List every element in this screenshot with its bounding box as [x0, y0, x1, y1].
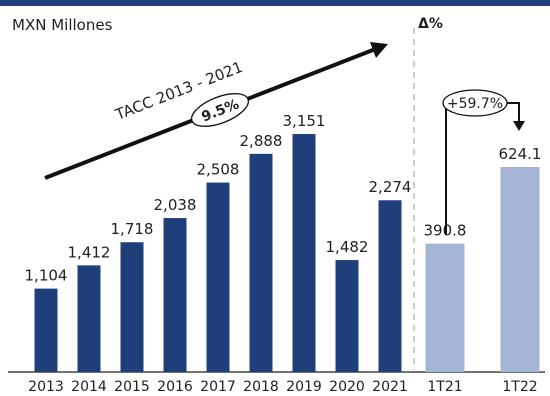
cagr-oval — [191, 93, 249, 127]
top-rule — [0, 0, 550, 6]
value-label-2015: 1,718 — [111, 220, 154, 238]
category-label-1T22: 1T22 — [502, 379, 537, 395]
category-label-2014: 2014 — [71, 379, 107, 395]
category-label-2013: 2013 — [28, 379, 64, 395]
value-label-1T22: 624.1 — [499, 145, 542, 163]
category-label-2016: 2016 — [157, 379, 193, 395]
cagr-arrowhead — [370, 42, 388, 58]
bar-2015 — [120, 242, 144, 372]
unit-label: MXN Millones — [12, 16, 113, 34]
value-label-2017: 2,508 — [197, 161, 240, 179]
value-label-2014: 1,412 — [68, 243, 111, 261]
value-label-2018: 2,888 — [240, 132, 283, 150]
category-label-2015: 2015 — [114, 379, 150, 395]
value-label-2016: 2,038 — [154, 196, 197, 214]
growth-value: +59.7% — [447, 96, 503, 112]
bar-1T21 — [425, 243, 465, 372]
value-label-2013: 1,104 — [25, 267, 68, 285]
cagr-annotation: TACC 2013 - 2021 9.5% — [44, 42, 388, 180]
bar-2016 — [163, 218, 187, 372]
category-label-2021: 2021 — [372, 379, 408, 395]
category-label-2020: 2020 — [329, 379, 365, 395]
category-label-2019: 2019 — [286, 379, 322, 395]
growth-annotation: +59.7% — [442, 89, 525, 235]
value-label-2021: 2,274 — [369, 178, 412, 196]
bar-2019 — [292, 134, 316, 372]
value-label-2019: 3,151 — [283, 112, 326, 130]
growth-arrowhead — [513, 121, 525, 131]
bar-2017 — [206, 182, 230, 372]
category-label-2018: 2018 — [243, 379, 279, 395]
category-label-2017: 2017 — [200, 379, 236, 395]
growth-oval — [442, 89, 508, 117]
value-label-2020: 1,482 — [326, 238, 369, 256]
bar-2014 — [77, 265, 101, 372]
bar-2018 — [249, 153, 273, 372]
bar-2021 — [378, 200, 402, 372]
bar-2013 — [34, 288, 58, 372]
bar-2020 — [335, 260, 359, 372]
category-label-1T21: 1T21 — [427, 379, 462, 395]
bar-1T22 — [500, 167, 540, 372]
delta-header: Δ% — [418, 16, 443, 32]
